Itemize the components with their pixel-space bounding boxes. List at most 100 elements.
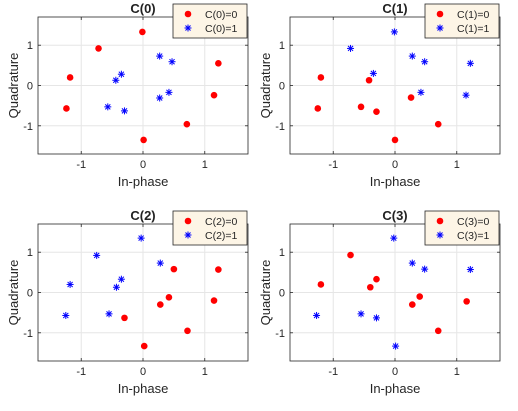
star-stroke-d2 bbox=[437, 25, 443, 31]
data-point-c0 bbox=[463, 298, 470, 305]
data-point-c0 bbox=[373, 108, 380, 115]
data-point-c0 bbox=[140, 136, 147, 144]
legend-box bbox=[172, 210, 248, 246]
data-point-c1 bbox=[165, 88, 173, 96]
y-tick-label: -1 bbox=[23, 121, 33, 133]
data-point-c0 bbox=[95, 45, 102, 52]
data-point-c1 bbox=[466, 59, 474, 67]
legend-marker-star bbox=[184, 24, 192, 32]
data-point-c1 bbox=[112, 283, 120, 291]
star-stroke-d2 bbox=[418, 89, 424, 96]
x-tick-label: -1 bbox=[328, 159, 338, 171]
y-tick-label: 1 bbox=[279, 40, 285, 52]
y-axis-label: Quadrature bbox=[258, 53, 273, 119]
star-stroke-d2 bbox=[118, 276, 125, 283]
data-point-c0 bbox=[357, 103, 365, 111]
legend: C(0)=0 C(0)=1 bbox=[172, 3, 248, 39]
data-point-c0 bbox=[215, 266, 222, 273]
legend-marker-dot bbox=[184, 10, 192, 18]
data-point-c1 bbox=[66, 280, 74, 288]
data-point-c1 bbox=[112, 76, 120, 84]
data-point-c0 bbox=[139, 28, 146, 36]
data-point-c0 bbox=[215, 60, 222, 67]
y-axis-label: Quadrature bbox=[258, 260, 273, 326]
legend-box bbox=[424, 3, 500, 39]
star-stroke-d2 bbox=[373, 315, 380, 321]
y-tick-label: 1 bbox=[279, 247, 285, 259]
x-tick-label: -1 bbox=[76, 159, 86, 171]
chart-title: C(3) bbox=[382, 208, 407, 223]
data-point-c1 bbox=[120, 107, 128, 115]
legend-label: C(2)=1 bbox=[205, 230, 238, 242]
data-point-c1 bbox=[117, 275, 125, 283]
legend-box bbox=[172, 3, 248, 39]
data-point-c1 bbox=[313, 311, 321, 319]
data-point-c1 bbox=[421, 58, 429, 66]
data-point-c1 bbox=[408, 52, 416, 60]
data-point-c1 bbox=[168, 58, 176, 66]
star-stroke-d2 bbox=[166, 89, 172, 96]
data-point-c0 bbox=[183, 120, 191, 128]
data-point-c1 bbox=[105, 310, 113, 318]
data-point-c1 bbox=[93, 251, 101, 259]
data-point-c1 bbox=[104, 103, 112, 111]
legend-label: C(0)=0 bbox=[205, 9, 238, 21]
legend-label: C(1)=0 bbox=[457, 9, 490, 21]
star-stroke-d2 bbox=[118, 71, 125, 78]
x-axis-label: In-phase bbox=[118, 381, 169, 396]
star-stroke-d2 bbox=[62, 312, 69, 319]
data-point-c1 bbox=[156, 94, 164, 102]
star-stroke-d2 bbox=[409, 53, 416, 59]
chart-title: C(1) bbox=[382, 1, 407, 16]
data-point-c0 bbox=[391, 136, 399, 144]
data-point-c1 bbox=[462, 91, 470, 99]
star-stroke-d2 bbox=[392, 343, 399, 349]
x-tick-label: 0 bbox=[140, 366, 146, 378]
x-tick-label: 1 bbox=[202, 159, 208, 171]
y-axis-label: Quadrature bbox=[6, 53, 21, 119]
star-stroke-d2 bbox=[185, 232, 191, 238]
subplot-1: -1 0 1-101C(1)In-phaseQuadratureC(1)=0C(1)… bbox=[258, 1, 501, 189]
y-tick-label: -1 bbox=[275, 121, 285, 133]
y-axis-label: Quadrature bbox=[6, 260, 21, 326]
x-axis-label: In-phase bbox=[118, 174, 169, 189]
star-stroke-d2 bbox=[421, 58, 428, 65]
data-point-c1 bbox=[369, 69, 377, 77]
data-point-c0 bbox=[317, 74, 325, 81]
data-point-c0 bbox=[121, 314, 128, 322]
chart-title: C(0) bbox=[130, 1, 155, 16]
legend-label: C(3)=1 bbox=[457, 230, 490, 242]
star-stroke-d2 bbox=[121, 108, 128, 114]
data-point-c1 bbox=[421, 265, 429, 273]
star-stroke-d2 bbox=[347, 45, 354, 52]
y-tick-label: 0 bbox=[27, 81, 33, 93]
x-tick-label: 1 bbox=[454, 366, 460, 378]
data-point-c1 bbox=[417, 88, 425, 96]
x-tick-label: 0 bbox=[392, 159, 398, 171]
legend-label: C(2)=0 bbox=[205, 216, 238, 228]
star-stroke-d2 bbox=[467, 266, 474, 273]
legend-box bbox=[424, 210, 500, 246]
data-point-c0 bbox=[156, 301, 164, 308]
data-point-c0 bbox=[373, 275, 380, 283]
star-stroke-d2 bbox=[113, 284, 120, 291]
star-stroke-d2 bbox=[409, 260, 416, 266]
x-axis-label: In-phase bbox=[370, 381, 421, 396]
x-tick-label: -1 bbox=[76, 366, 86, 378]
legend: C(2)=0 C(2)=1 bbox=[172, 210, 248, 246]
star-stroke-d2 bbox=[463, 92, 469, 99]
data-point-c1 bbox=[372, 314, 380, 322]
data-point-c0 bbox=[365, 76, 373, 84]
data-point-c1 bbox=[408, 259, 416, 267]
star-stroke-d2 bbox=[157, 260, 164, 266]
y-tick-label: 1 bbox=[27, 247, 33, 259]
star-stroke-d2 bbox=[156, 53, 163, 59]
subplot-3: -1 0 1-101C(3)In-phaseQuadratureC(3)=0C(3)… bbox=[258, 208, 501, 396]
star-stroke-d2 bbox=[467, 60, 474, 67]
data-point-c0 bbox=[416, 293, 424, 300]
y-tick-label: 1 bbox=[27, 40, 33, 52]
data-point-c1 bbox=[390, 28, 398, 36]
y-tick-label: 0 bbox=[279, 81, 285, 93]
data-point-c1 bbox=[137, 234, 145, 242]
y-tick-label: 0 bbox=[27, 288, 33, 300]
